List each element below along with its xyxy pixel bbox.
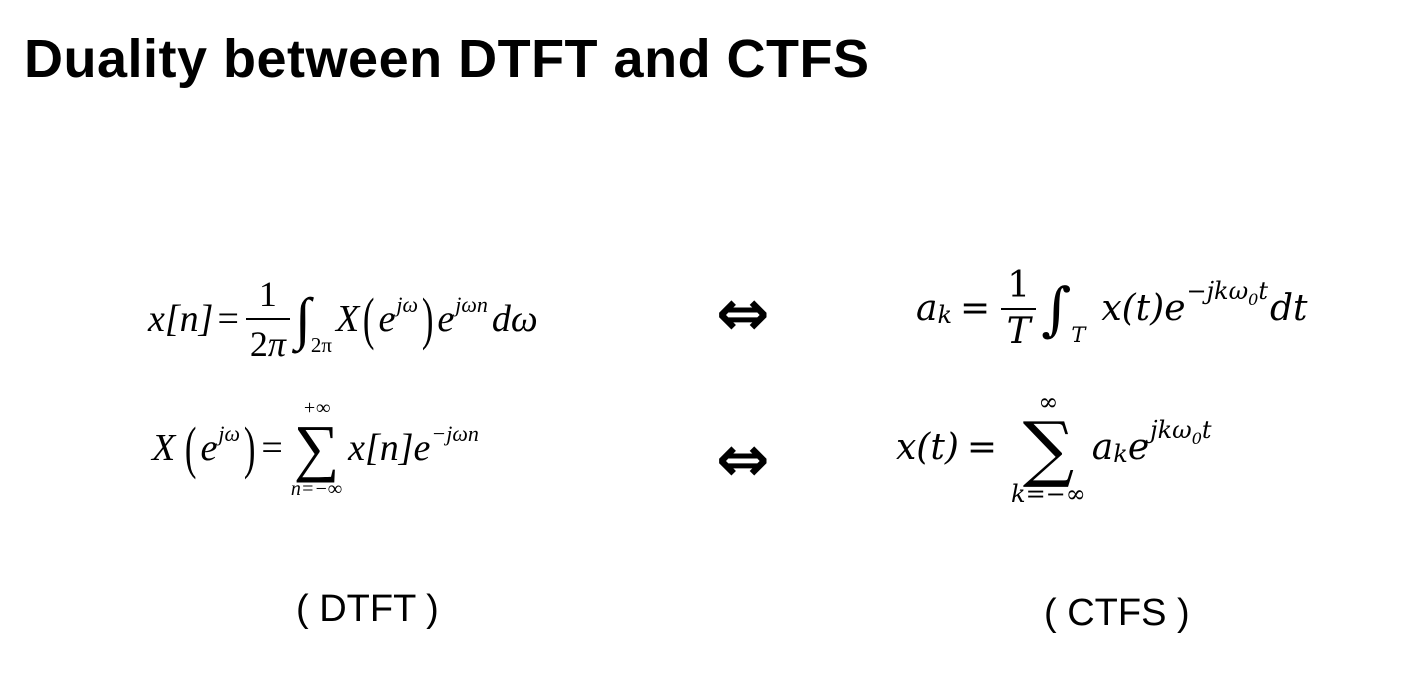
dtft-analysis-equation: X ( e jω ) = +∞ ∑ n=−∞ x[n] e −jωn [152,398,479,499]
exponent: jω [396,292,419,317]
ctfs-analysis-fraction: 1 T [1001,265,1037,352]
equals-sign: = [261,427,283,470]
dtft-synthesis-equation: x[n] = 1 2π ∫ 2π X ( e jω ) e jωn dω [148,276,538,362]
fraction-numerator: 1 [258,274,277,314]
sigma-symbol: ∑ [1022,406,1075,490]
exponential-base: e [1127,427,1150,469]
equals-sign: = [960,288,991,329]
sum-lower-limit: n=−∞ [290,477,343,500]
summation: +∞ ∑ n=−∞ [291,398,342,499]
page-title: Duality between DTFT and CTFS [24,29,870,89]
exponential-base: e [200,427,218,470]
coefficient-subscript: k [937,301,953,329]
X-symbol: X [152,427,176,470]
equals-sign: = [966,427,998,469]
differential: dt [1270,288,1308,329]
ctfs-synthesis-lhs: x(t) [896,427,959,469]
coefficient-a: a [1091,427,1114,469]
coefficient-a: a [916,288,938,329]
coefficient-subscript: k [1113,440,1128,469]
exponential-base: e [378,298,396,340]
dtft-synthesis-fraction: 1 2π [245,274,290,364]
equals-sign: = [217,298,239,340]
integral-subscript: 2π [310,332,332,357]
integral-subscript: T [1071,322,1086,347]
sum-upper-limit: +∞ [302,397,331,419]
sigma-symbol: ∑ [293,412,340,483]
exponent: −jωn [431,421,479,447]
ctfs-caption: ( CTFS ) [1044,592,1190,634]
duality-arrow-top: ⇔ [716,277,770,351]
exponent: jω [218,421,241,447]
integrand: x(t)e [1101,288,1186,329]
right-paren: ) [243,415,256,481]
exponent: −jkω0t [1186,276,1269,309]
left-paren: ( [185,415,197,481]
integral-sign: ∫ [1041,275,1072,343]
dtft-synthesis-lhs: x[n] [148,298,214,340]
sum-lower-limit: k=−∞ [1011,480,1086,509]
integral-sign: ∫ [294,286,311,351]
summation: ∞ ∑ k=−∞ [1011,390,1086,506]
left-paren: ( [363,286,375,351]
sum-term: x[n] [348,427,414,470]
exponent: jkω0t [1150,415,1212,448]
exponent: jωn [455,292,488,317]
differential: dω [491,298,538,340]
fraction-bar [1001,308,1037,310]
X-symbol: X [335,298,360,340]
fraction-denominator: T [1006,311,1031,352]
right-paren: ) [421,286,434,351]
sum-upper-limit: ∞ [1038,388,1059,416]
fraction-numerator: 1 [1007,265,1031,306]
fraction-bar [245,318,290,320]
exponential-base: e [413,427,431,470]
exponential-base: e [437,298,455,340]
fraction-denominator: 2π [249,324,286,364]
duality-arrow-bottom: ⇔ [716,423,770,497]
dtft-caption: ( DTFT ) [296,588,439,630]
